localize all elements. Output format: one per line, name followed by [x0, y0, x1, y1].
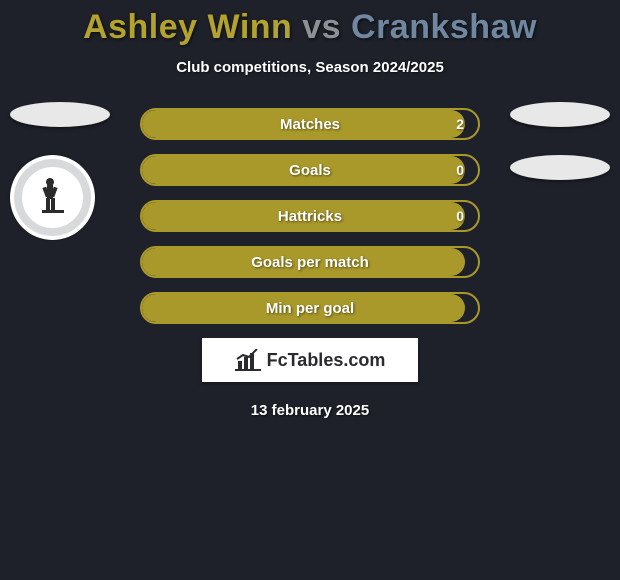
placeholder-ellipse-right-2: [510, 155, 610, 180]
brand-chart-icon: [235, 349, 261, 371]
stat-label: Goals per match: [251, 254, 369, 271]
stat-right-value: 0: [456, 208, 464, 224]
page-title: Ashley Winn vs Crankshaw: [0, 0, 620, 47]
right-side-column: [490, 102, 610, 208]
stat-row: Goals 0: [140, 154, 480, 186]
stat-right-value: 0: [456, 162, 464, 178]
stat-label: Matches: [280, 116, 340, 133]
stat-rows: Matches 2 Goals 0 Hattricks 0 Goals per match M…: [140, 108, 480, 324]
date-line: 13 february 2025: [0, 402, 620, 419]
vs-text: vs: [292, 8, 351, 46]
stat-row: Goals per match: [140, 246, 480, 278]
placeholder-ellipse-right-1: [510, 102, 610, 127]
placeholder-ellipse-left: [10, 102, 110, 127]
stat-row: Hattricks 0: [140, 200, 480, 232]
stat-right-value: 2: [456, 116, 464, 132]
stat-label: Goals: [289, 162, 331, 179]
stat-row: Matches 2: [140, 108, 480, 140]
subtitle: Club competitions, Season 2024/2025: [0, 59, 620, 76]
club-badge-figure-icon: [38, 176, 68, 216]
club-badge-gateshead: [10, 155, 95, 240]
left-side-column: [10, 102, 130, 240]
brand-box: FcTables.com: [202, 338, 418, 382]
player-b-name: Crankshaw: [351, 8, 537, 46]
stat-label: Hattricks: [278, 208, 342, 225]
brand-text: FcTables.com: [267, 350, 386, 371]
stats-container: Matches 2 Goals 0 Hattricks 0 Goals per match M…: [0, 108, 620, 419]
stat-row: Min per goal: [140, 292, 480, 324]
stat-label: Min per goal: [266, 300, 354, 317]
player-a-name: Ashley Winn: [83, 8, 292, 46]
